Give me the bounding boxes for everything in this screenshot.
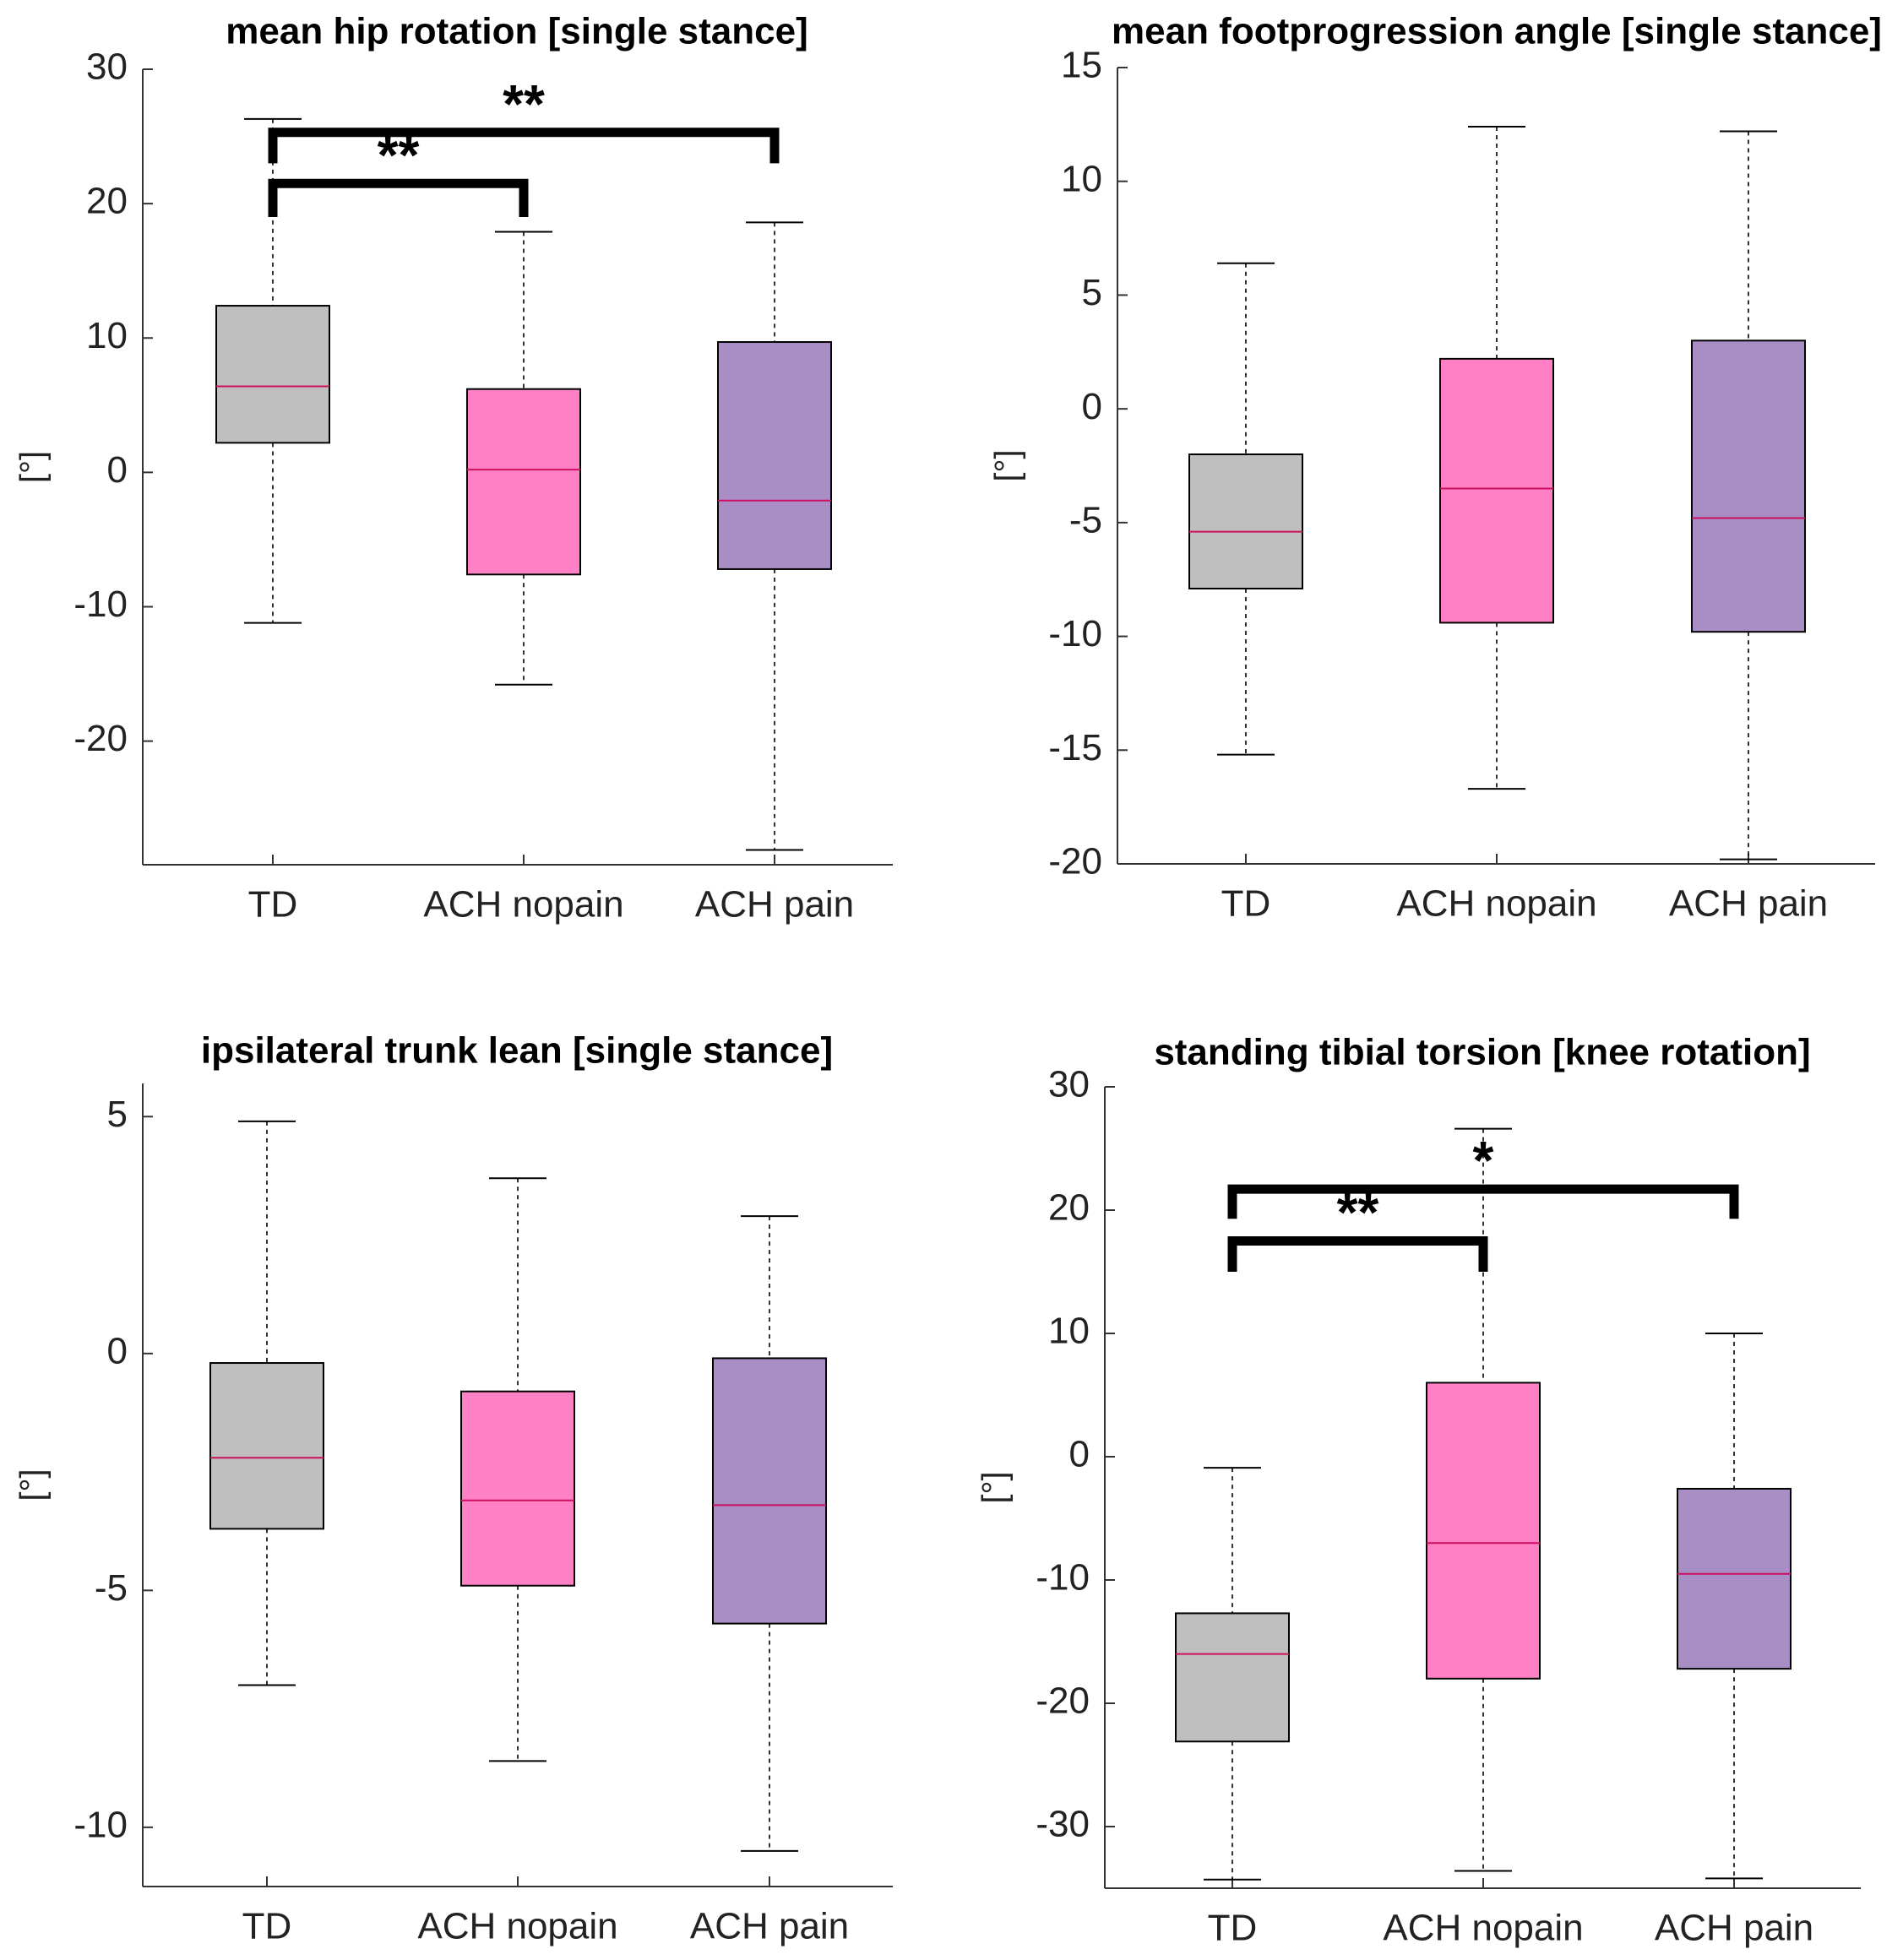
x-tick-label: ACH pain — [695, 884, 854, 926]
box-td — [1175, 1612, 1290, 1743]
box-ach-pain — [712, 1357, 827, 1625]
significance-bracket — [268, 128, 780, 164]
y-tick-label: 5 — [1082, 272, 1102, 313]
y-axis-label: [°] — [14, 451, 52, 483]
y-tick-label: 10 — [1048, 1311, 1090, 1352]
y-axis-label: [°] — [14, 1469, 52, 1501]
x-tick-label: TD — [1208, 1908, 1258, 1949]
box-td — [1188, 453, 1303, 589]
box-ach-nopain — [1426, 1382, 1541, 1680]
x-tick-label: TD — [248, 884, 298, 926]
y-tick-label: -30 — [1036, 1804, 1090, 1845]
y-tick-label: 10 — [86, 315, 128, 356]
y-tick-label: -10 — [73, 584, 128, 625]
box-ach-nopain — [1439, 357, 1554, 624]
x-tick-label: ACH nopain — [1383, 1908, 1583, 1949]
significance-label: * — [1473, 1130, 1494, 1191]
box-ach-nopain — [460, 1390, 575, 1587]
box-ach-pain — [717, 341, 832, 570]
y-tick-label: 0 — [107, 449, 128, 491]
chart-panel: mean hip rotation [single stance] -20 -10 0… — [14, 11, 893, 926]
x-tick-label: TD — [1221, 883, 1271, 925]
y-axis-label: [°] — [989, 449, 1026, 481]
y-tick-label: -20 — [73, 718, 128, 759]
y-tick-label: 30 — [1048, 1064, 1090, 1105]
significance-bracket — [268, 178, 529, 218]
y-tick-label: -20 — [1048, 841, 1102, 882]
significance-bracket — [1227, 1236, 1488, 1272]
chart-title: mean hip rotation [single stance] — [226, 11, 807, 52]
chart-title: standing tibial torsion [knee rotation] — [1154, 1032, 1810, 1073]
y-tick-label: 20 — [86, 181, 128, 222]
chart-title: ipsilateral trunk lean [single stance] — [201, 1030, 833, 1072]
box-ach-pain — [1677, 1487, 1792, 1670]
x-tick-label: ACH nopain — [1396, 883, 1596, 925]
box-td — [215, 305, 330, 444]
y-tick-label: -10 — [1036, 1557, 1090, 1599]
y-tick-label: -15 — [1048, 727, 1102, 768]
box-td — [209, 1362, 324, 1530]
y-axis-label: [°] — [976, 1471, 1014, 1503]
y-tick-label: -5 — [95, 1567, 128, 1609]
box-ach-pain — [1691, 339, 1806, 633]
y-tick-label: 10 — [1061, 158, 1102, 199]
x-tick-label: TD — [242, 1906, 292, 1947]
y-tick-label: -10 — [73, 1804, 128, 1845]
chart-panel: ipsilateral trunk lean [single stance] -1… — [14, 1030, 893, 1947]
chart-panel: mean footprogression angle [single stanc… — [989, 11, 1882, 925]
chart-title: mean footprogression angle [single stanc… — [1112, 11, 1882, 52]
x-tick-label: ACH nopain — [417, 1906, 617, 1947]
y-tick-label: 0 — [1082, 386, 1102, 427]
y-tick-label: 30 — [86, 46, 128, 88]
y-tick-label: -5 — [1069, 499, 1102, 540]
box-ach-nopain — [466, 388, 581, 576]
x-tick-label: ACH pain — [1669, 883, 1828, 925]
significance-bracket — [1227, 1184, 1739, 1219]
y-tick-label: 20 — [1048, 1187, 1090, 1229]
x-tick-label: ACH nopain — [423, 884, 623, 926]
y-tick-label: -10 — [1048, 613, 1102, 654]
y-tick-label: 0 — [107, 1330, 128, 1371]
y-tick-label: 15 — [1061, 45, 1102, 86]
significance-label: ** — [503, 73, 545, 134]
chart-panel: standing tibial torsion [knee rotation] -… — [976, 1032, 1861, 1949]
y-tick-label: 5 — [107, 1094, 128, 1135]
y-tick-label: -20 — [1036, 1680, 1090, 1722]
x-tick-label: ACH pain — [690, 1906, 849, 1947]
x-tick-label: ACH pain — [1655, 1908, 1813, 1949]
y-tick-label: 0 — [1069, 1434, 1090, 1475]
